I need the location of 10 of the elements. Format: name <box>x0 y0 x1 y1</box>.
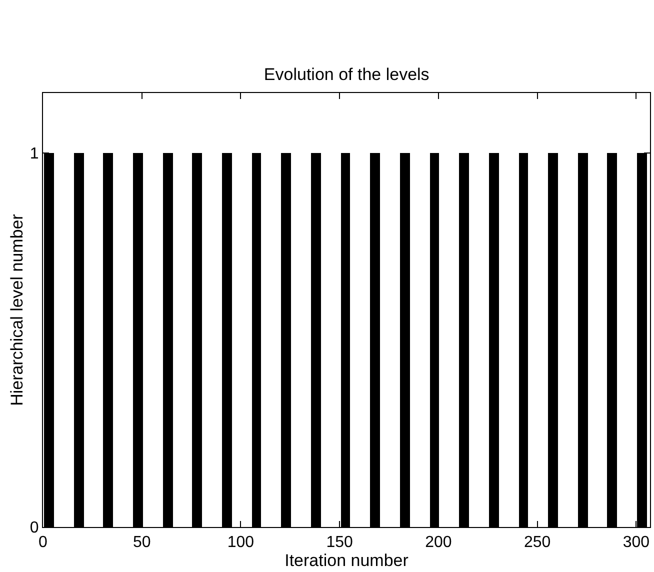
x-tick-label: 300 <box>622 534 650 552</box>
x-tick-label: 50 <box>132 534 151 552</box>
x-tick-label: 150 <box>326 534 354 552</box>
x-tick-label: 250 <box>524 534 551 552</box>
x-axis-title: Iteration number <box>284 551 409 570</box>
x-tick-label: 200 <box>425 534 452 552</box>
chart-title: Evolution of the levels <box>264 65 430 84</box>
y-axis-title: Hierarchical level number <box>7 214 26 406</box>
y-tick-label: 1 <box>30 145 39 162</box>
x-tick-label: 100 <box>227 534 254 552</box>
